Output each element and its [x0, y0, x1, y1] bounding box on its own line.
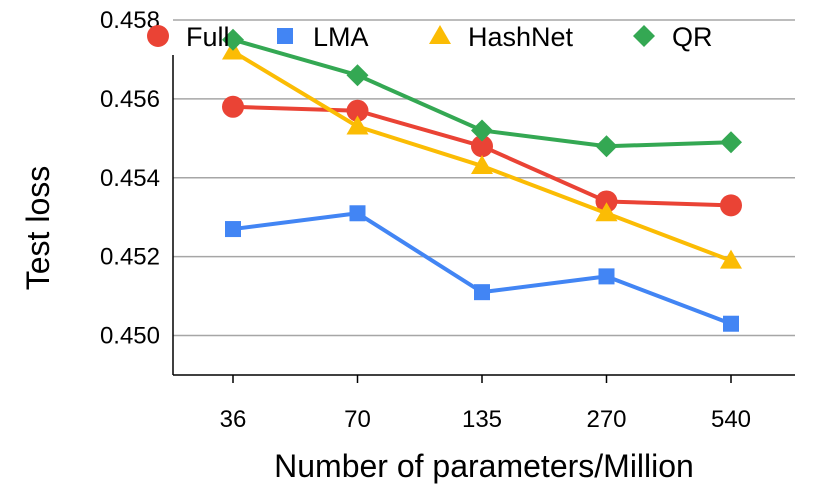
x-tick-label: 540: [711, 406, 751, 433]
data-point: [346, 99, 369, 122]
data-point: [598, 268, 615, 285]
grid-lines: [173, 19, 795, 337]
y-tick-label: 0.454: [100, 165, 160, 192]
data-point: [349, 205, 366, 222]
x-tick-label: 135: [462, 406, 502, 433]
data-point: [723, 315, 739, 332]
data-point: [720, 131, 742, 154]
series-full: [222, 95, 742, 217]
data-point: [595, 202, 618, 222]
legend-label: QR: [672, 22, 713, 52]
legend-label: LMA: [313, 22, 369, 52]
x-tick-labels: 36 70 135 270 540: [220, 375, 751, 433]
data-point: [471, 135, 493, 158]
data-point: [222, 95, 244, 118]
y-tick-label: 0.456: [100, 86, 160, 113]
series-hashnet: [222, 40, 742, 269]
data-point: [595, 135, 618, 158]
series-line: [232, 211, 732, 326]
y-tick-label: 0.450: [100, 323, 160, 350]
x-axis-title: Number of parameters/Million: [274, 448, 694, 484]
data-point: [346, 64, 369, 87]
x-tick-label: 36: [220, 406, 247, 433]
legend-item-lma: LMA: [277, 22, 369, 52]
data-point: [222, 28, 244, 51]
legend: Full LMA HashNet QR: [147, 22, 713, 52]
legend-label: HashNet: [468, 22, 574, 52]
y-tick-label: 0.452: [100, 244, 160, 271]
data-point: [225, 221, 241, 238]
legend-item-qr: QR: [633, 22, 713, 52]
series-group: [222, 28, 742, 332]
data-point: [471, 119, 493, 142]
data-point: [720, 194, 742, 217]
legend-item-full: Full: [147, 22, 230, 52]
y-axis-title: Test loss: [20, 166, 56, 290]
legend-marker: [147, 25, 169, 47]
legend-item-hashnet: HashNet: [429, 22, 574, 52]
data-point: [595, 190, 618, 213]
legend-marker: [429, 25, 451, 44]
series-qr: [222, 28, 742, 158]
data-point: [720, 249, 742, 269]
legend-marker: [277, 28, 293, 44]
x-tick-label: 270: [586, 406, 626, 433]
series-lma: [225, 205, 739, 332]
data-point: [346, 115, 369, 135]
legend-label: Full: [186, 22, 230, 52]
x-tick-label: 70: [344, 406, 371, 433]
legend-marker: [633, 25, 655, 47]
data-point: [471, 154, 493, 174]
data-point: [474, 284, 490, 301]
